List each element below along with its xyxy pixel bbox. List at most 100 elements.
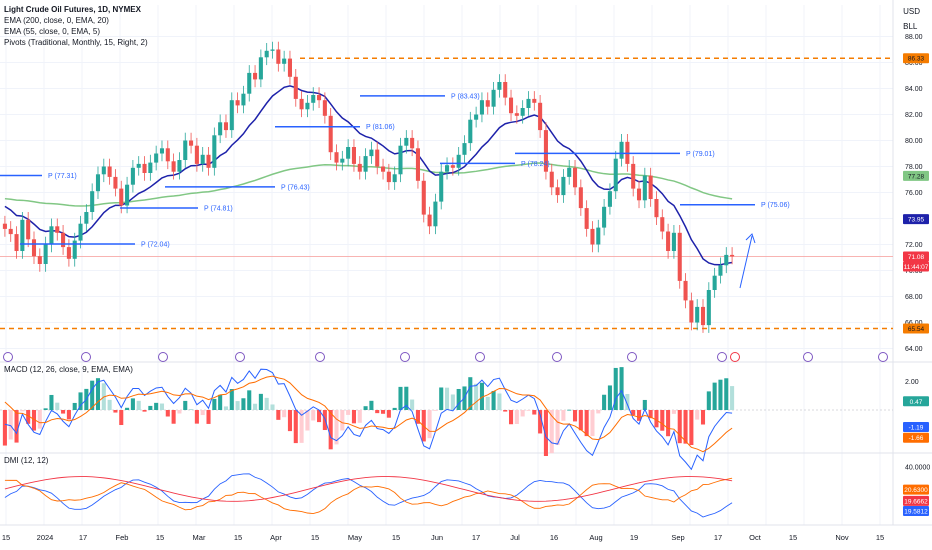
candle-body <box>165 148 170 162</box>
dmi-tag-2: 19.6662 <box>904 498 928 505</box>
candle-body <box>328 115 333 153</box>
candle-body <box>578 187 583 209</box>
macd-histogram-bar <box>66 410 71 420</box>
level-bottom-tag: 65.54 <box>908 326 925 333</box>
macd-histogram-bar <box>282 410 287 418</box>
macd-histogram-bar <box>404 386 409 410</box>
macd-histogram-bar <box>410 399 415 410</box>
macd-histogram-bar <box>572 410 578 422</box>
candle-body <box>602 206 607 228</box>
x-tick-label: 15 <box>2 533 10 542</box>
candle-body <box>357 163 362 172</box>
candle-body <box>276 49 281 64</box>
dmi-label[interactable]: DMI (12, 12) <box>4 456 49 465</box>
candle-body <box>439 171 444 202</box>
candle-body <box>177 160 182 172</box>
pivot-label: P (81.06) <box>366 124 395 131</box>
x-tick-label: 15 <box>789 533 797 542</box>
candle-body <box>468 119 473 144</box>
price-tick-label: 76.00 <box>905 190 923 197</box>
event-icon <box>235 352 245 362</box>
macd-histogram-bar <box>194 410 199 424</box>
macd-histogram-bar <box>189 409 194 410</box>
macd-histogram-bar <box>677 410 682 444</box>
pivot-label: P (76.43) <box>281 184 310 191</box>
macd-histogram-bar <box>392 407 397 410</box>
candle-body <box>596 227 601 245</box>
macd-label[interactable]: MACD (12, 26, close, 9, EMA, EMA) <box>4 365 133 374</box>
candle-body <box>95 174 101 192</box>
candle-body <box>718 265 723 276</box>
macd-histogram-bar <box>648 410 653 419</box>
candle-body <box>689 300 694 323</box>
macd-histogram-bar <box>700 410 706 425</box>
pivot-label: P (72.04) <box>141 241 170 248</box>
pivot-label: P (78.24) <box>521 161 550 168</box>
macd-histogram-bar <box>660 410 665 431</box>
candle-body <box>555 187 560 196</box>
candle-body <box>369 149 374 157</box>
macd-histogram-bar <box>607 385 612 410</box>
macd-histogram-bar <box>270 404 275 410</box>
candle-body <box>258 57 263 80</box>
macd-histogram-bar <box>584 410 589 437</box>
level-bottom-tag-bg <box>903 323 929 334</box>
event-icon <box>717 352 727 362</box>
macd-histogram-bar <box>636 410 642 421</box>
candle-body <box>648 175 653 199</box>
price-pane: P (77.31) P (72.04) P (74.81) P (76.43) P (8… <box>0 41 893 362</box>
macd-signal-tag-bg <box>903 432 929 443</box>
candle-body <box>520 108 525 116</box>
macd-histogram-bar <box>287 410 293 432</box>
macd-histogram-bar <box>293 410 298 444</box>
indicator-pivots-label[interactable]: Pivots (Traditional, Monthly, 15, Right,… <box>4 38 148 47</box>
indicator-ema55-label[interactable]: EMA (55, close, 0, EMA, 5) <box>4 27 101 36</box>
dmi-tag-3: 19.5812 <box>904 509 928 516</box>
candle-body <box>154 153 159 163</box>
macd-histogram-bar <box>666 410 671 437</box>
arrow-head <box>745 233 756 244</box>
macd-histogram-bar <box>596 410 601 414</box>
candle-body <box>49 226 54 245</box>
macd-histogram-bar <box>444 387 450 410</box>
macd-histogram-bar <box>55 402 60 410</box>
candle-body <box>107 166 112 177</box>
last-price-tag-bg <box>903 251 929 262</box>
candle-body <box>334 152 339 163</box>
x-tick-label: 17 <box>472 533 480 542</box>
x-tick-label: Oct <box>749 533 762 542</box>
indicator-ema200-label[interactable]: EMA (200, close, 0, EMA, 20) <box>4 16 109 25</box>
candle-body <box>293 76 298 99</box>
pivot-label: P (79.01) <box>686 151 715 158</box>
dmi-tag-3-bg <box>903 506 929 517</box>
macd-histogram-bar <box>497 393 502 410</box>
candle-body <box>270 49 275 51</box>
macd-histogram-bar <box>299 410 304 443</box>
macd-histogram-bar <box>561 410 566 421</box>
macd-histogram-bar <box>619 367 624 410</box>
candle-body <box>584 208 589 229</box>
macd-histogram-bar <box>602 394 607 410</box>
macd-histogram-bar <box>72 402 77 410</box>
macd-histogram-bar <box>543 410 548 457</box>
candle-body <box>456 154 461 168</box>
x-tick-label: 15 <box>234 533 242 542</box>
macd-histogram-bar <box>671 410 676 414</box>
macd-histogram-bar <box>567 409 572 411</box>
macd-histogram-bar <box>654 410 659 428</box>
symbol-title[interactable]: Light Crude Oil Futures, 1D, NYMEX <box>4 5 141 14</box>
x-tick-label: 17 <box>79 533 87 542</box>
macd-histogram-bar <box>363 406 368 410</box>
macd-histogram-bar <box>14 410 19 443</box>
price-tick-label: 64.00 <box>905 346 923 353</box>
macd-histogram-bar <box>718 379 723 410</box>
macd-histogram-bar <box>351 410 356 424</box>
candle-body <box>706 290 711 326</box>
candle-body <box>171 161 176 172</box>
candle-body <box>14 234 19 251</box>
candle-body <box>311 95 316 103</box>
price-tick-label: 72.00 <box>905 242 923 249</box>
currency-label[interactable]: USD BLL <box>903 6 920 32</box>
event-icon <box>552 352 562 362</box>
candle-body <box>26 219 31 240</box>
